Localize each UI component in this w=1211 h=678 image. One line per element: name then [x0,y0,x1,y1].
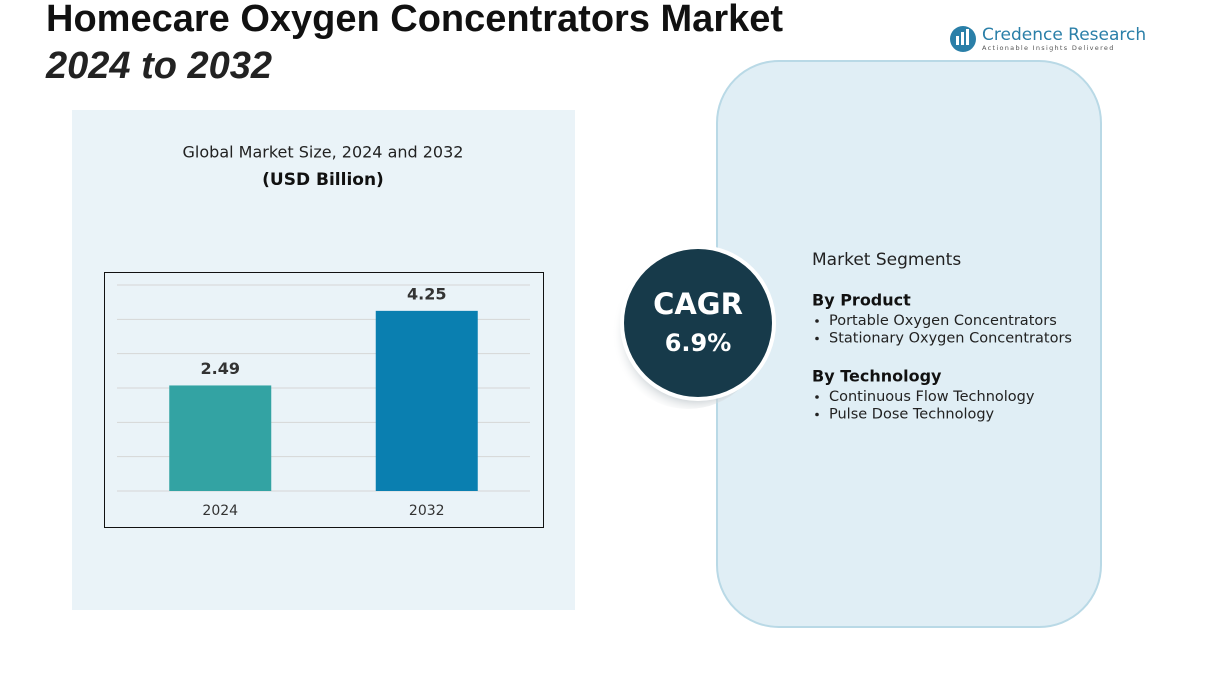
logo-bar [956,36,959,45]
chart-title: Global Market Size, 2024 and 2032 [183,143,464,162]
logo: Credence Research Actionable Insights De… [950,25,1146,52]
chart-subtitle: (USD Billion) [262,170,384,190]
value-label: 4.25 [407,284,446,303]
bullet [815,412,819,417]
cagr-label: CAGR [653,287,743,321]
cagr-value: 6.9% [665,329,732,357]
chart-panel [72,110,575,610]
logo-name: Credence Research [982,25,1146,45]
bullet [815,319,819,323]
bullet [815,336,819,341]
page-subtitle: 2024 to 2032 [45,45,272,87]
segment-item: Continuous Flow Technology [829,389,1035,405]
segments-list: By Product Portable Oxygen Concentrators S… [812,291,1072,423]
segment-group: By Technology [812,367,942,386]
segments-title: Market Segments [812,250,961,270]
value-label: 2.49 [201,359,240,378]
bar [375,310,478,491]
plot-area: 2024 2.49 2032 4.25 [117,284,530,519]
x-tick-label: 2032 [409,503,445,519]
bar [169,385,272,491]
segment-item: Stationary Oxygen Concentrators [829,331,1072,347]
chart-frame [104,272,544,528]
segment-group: By Product [812,291,911,310]
logo-bar [966,29,969,45]
segment-item: Pulse Dose Technology [829,407,995,423]
page-title: Homecare Oxygen Concentrators Market [46,0,783,40]
logo-bar [961,32,964,45]
bullet [815,395,819,399]
logo-tagline: Actionable Insights Delivered [982,44,1115,52]
cagr-badge [624,249,772,397]
segment-item: Portable Oxygen Concentrators [829,313,1057,329]
x-tick-label: 2024 [202,503,238,519]
